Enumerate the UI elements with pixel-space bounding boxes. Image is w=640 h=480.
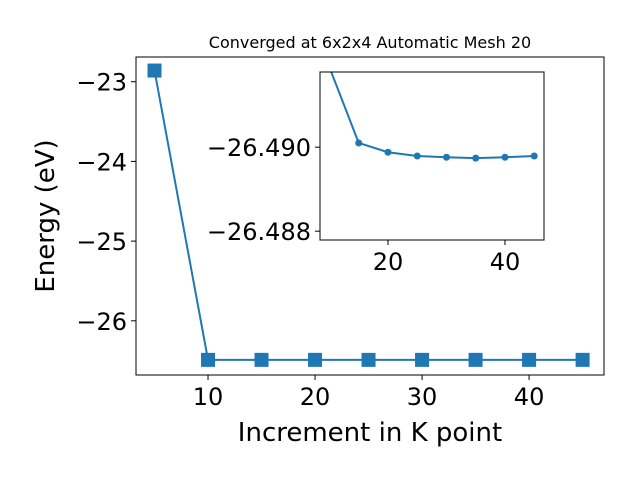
marker [147,63,162,78]
marker [472,154,480,162]
axes: 20 40 −26.490 −26.488 [207,71,545,276]
series-line [330,72,535,160]
axes-frame [135,56,605,376]
x-tick-label: 20 [373,248,404,276]
marker [413,152,421,160]
marker [201,352,216,367]
plot-clip [147,63,590,367]
marker [468,352,483,367]
marker [361,352,376,367]
y-tick-label: −24 [76,148,127,176]
axes-frame [319,71,545,241]
marker [355,139,363,147]
marker [575,352,590,367]
y-axis-label: Energy (eV) [31,139,61,292]
y-tick-label: −25 [76,228,127,256]
marker [522,352,537,367]
x-tick-label: 30 [407,383,438,411]
plot-clip [330,72,538,162]
x-tick-label: 40 [490,248,521,276]
marker [384,148,392,156]
marker [254,352,269,367]
x-tick-label: 20 [300,383,331,411]
marker [501,153,509,161]
y-tick-label: −26.490 [207,134,311,162]
y-tick-label: −23 [76,69,127,97]
marker [530,152,538,160]
marker [308,352,323,367]
marker [442,153,450,161]
y-tick-label: −26.488 [207,218,311,246]
x-tick-label: 40 [514,383,545,411]
marker [415,352,430,367]
x-tick-label: 10 [193,383,224,411]
y-tick-label: −26 [76,308,127,336]
chart-title: Converged at 6x2x4 Automatic Mesh 20 [209,33,531,52]
x-axis-label: Increment in K point [238,418,502,448]
